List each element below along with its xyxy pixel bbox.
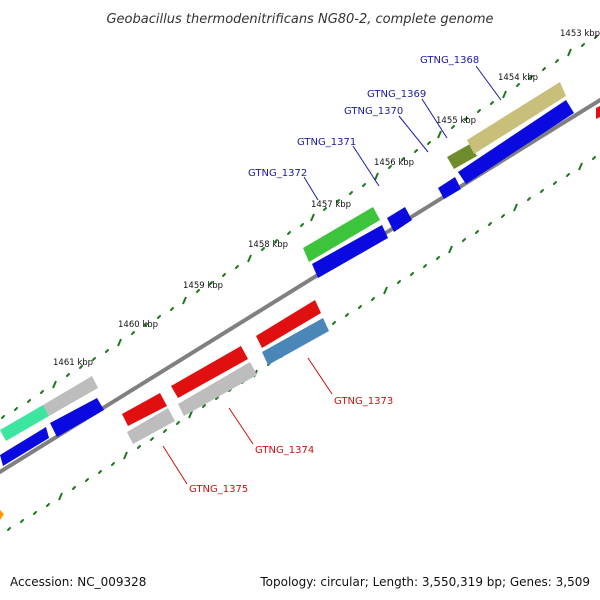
scale-label: 1454 kbp	[498, 73, 538, 83]
outer-ruler	[1, 35, 598, 419]
gene-blue-arrow	[50, 398, 104, 437]
gene-blue-arrow	[438, 177, 461, 199]
forward-gene-labels: GTNG_1368 GTNG_1369 GTNG_1370 GTNG_1371 …	[248, 55, 502, 201]
gene-label: GTNG_1372	[248, 168, 307, 179]
gene-label: GTNG_1373	[334, 396, 393, 407]
scale-label: 1460 kbp	[118, 320, 158, 330]
scale-label: 1455 kbp	[436, 116, 476, 126]
forward-genes	[0, 82, 600, 466]
gene-olive	[447, 144, 477, 169]
gene-label: GTNG_1374	[255, 445, 314, 456]
gene-label: GTNG_1369	[367, 89, 426, 100]
scale-label: 1457 kbp	[311, 200, 351, 210]
scale-label: 1453 kbp	[560, 29, 600, 39]
gene-olive	[467, 82, 566, 154]
gene-blue-arrow	[458, 100, 574, 184]
scale-label: 1459 kbp	[183, 281, 223, 291]
gene-red-edge	[596, 106, 600, 119]
gene-green	[303, 207, 380, 262]
accession-text: Accession: NC_009328	[10, 575, 146, 589]
gene-red	[171, 346, 248, 398]
gene-blue-arrow	[387, 207, 412, 232]
gene-teal	[0, 405, 49, 441]
gene-red	[122, 393, 167, 426]
reverse-genes	[0, 300, 329, 520]
gene-label: GTNG_1375	[189, 484, 248, 495]
map-title: Geobacillus thermodenitrificans NG80-2, …	[106, 12, 493, 27]
reverse-gene-labels: GTNG_1373 GTNG_1374 GTNG_1375	[162, 357, 393, 495]
gene-blue-arrow	[0, 427, 49, 466]
gene-grey	[178, 362, 257, 416]
scale-labels: 1453 kbp 1454 kbp 1455 kbp 1456 kbp 1457…	[53, 29, 600, 368]
topology-summary: Topology: circular; Length: 3,550,319 bp…	[259, 575, 590, 589]
gene-label: GTNG_1368	[420, 55, 479, 66]
gene-grey	[43, 376, 98, 416]
scale-label: 1456 kbp	[374, 158, 414, 168]
gene-orange-edge	[0, 510, 4, 520]
gene-blue-arrow	[312, 225, 388, 278]
gene-red	[256, 300, 321, 348]
gene-steel	[262, 318, 329, 365]
gene-grey	[127, 408, 175, 444]
gene-label: GTNG_1371	[297, 137, 356, 148]
scale-label: 1458 kbp	[248, 240, 288, 250]
gene-label: GTNG_1370	[344, 106, 403, 117]
scale-label: 1461 kbp	[53, 358, 93, 368]
